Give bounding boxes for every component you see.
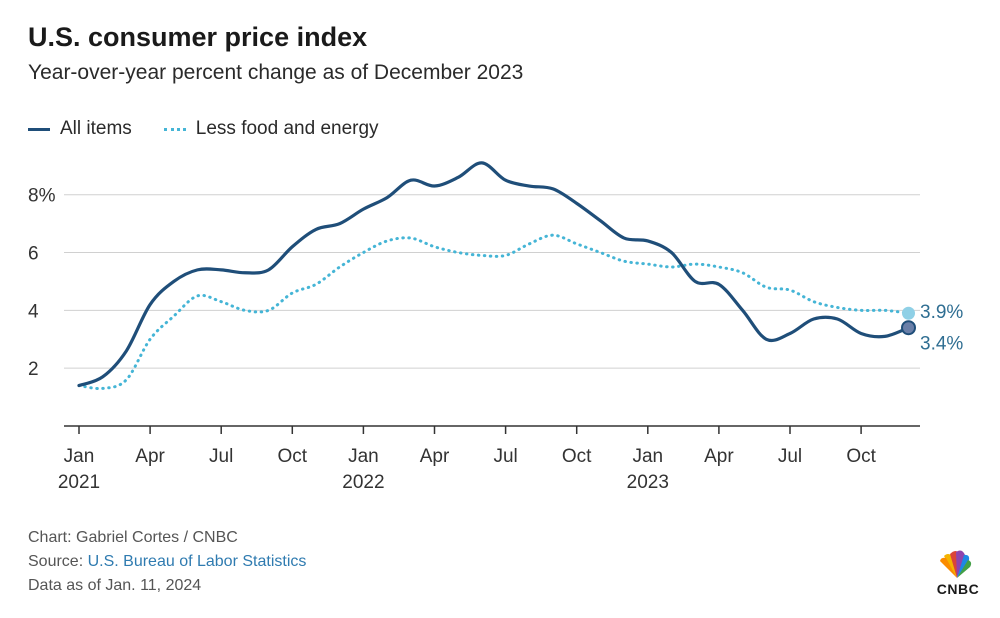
x-tick-label: Jan bbox=[632, 446, 663, 467]
x-tick-label: Oct bbox=[562, 446, 592, 467]
x-tick-label: Jul bbox=[209, 446, 233, 467]
x-tick-label: Oct bbox=[846, 446, 876, 467]
chart-footer: Chart: Gabriel Cortes / CNBC Source: U.S… bbox=[28, 526, 306, 598]
source-link[interactable]: U.S. Bureau of Labor Statistics bbox=[87, 553, 307, 570]
x-tick-label: Jul bbox=[778, 446, 802, 467]
legend-label-all-items: All items bbox=[60, 118, 132, 139]
x-tick-label: Apr bbox=[420, 446, 450, 467]
x-tick-year-label: 2022 bbox=[342, 472, 384, 493]
cpi-line-chart: 2 4 6 8% Jan 2021 Apr Jul Oct Jan 2022 Apr Jul Oct Jan… bbox=[28, 161, 963, 493]
y-tick-label: 8% bbox=[28, 186, 56, 207]
cnbc-peacock-icon bbox=[940, 550, 972, 578]
end-marker-all-items bbox=[901, 320, 916, 336]
end-marker-core bbox=[902, 306, 915, 320]
legend-item-all-items: All items bbox=[28, 118, 132, 140]
x-tick-label: Apr bbox=[704, 446, 734, 467]
y-tick-label: 2 bbox=[28, 359, 39, 380]
chart-legend: All items Less food and energy bbox=[28, 117, 411, 141]
chart-credit: Chart: Gabriel Cortes / CNBC bbox=[28, 529, 238, 546]
x-tick-label: Apr bbox=[135, 446, 165, 467]
data-date: Data as of Jan. 11, 2024 bbox=[28, 577, 202, 594]
chart-source: Source: U.S. Bureau of Labor Statistics bbox=[28, 550, 306, 574]
x-tick-label: Jan bbox=[64, 446, 95, 467]
x-tick-label: Jul bbox=[493, 446, 517, 467]
legend-swatch-all-items bbox=[28, 127, 50, 131]
chart-title: U.S. consumer price index bbox=[28, 22, 368, 52]
end-label-all-items: 3.4% bbox=[920, 334, 963, 355]
series-line-all-items bbox=[77, 161, 911, 388]
y-tick-label: 4 bbox=[28, 301, 39, 322]
y-tick-label: 6 bbox=[28, 244, 39, 265]
source-prefix: Source: bbox=[28, 553, 88, 570]
legend-label-core: Less food and energy bbox=[195, 118, 379, 139]
x-tick-year-label: 2023 bbox=[627, 472, 669, 493]
x-tick-year-label: 2021 bbox=[58, 472, 100, 493]
x-tick-label: Jan bbox=[348, 446, 379, 467]
legend-swatch-core bbox=[163, 127, 186, 131]
series-line-core bbox=[77, 233, 910, 391]
end-label-core: 3.9% bbox=[920, 302, 963, 323]
x-tick-label: Oct bbox=[278, 446, 308, 467]
cnbc-logo-text: CNBC bbox=[936, 581, 980, 597]
chart-subtitle: Year-over-year percent change as of Dece… bbox=[28, 61, 524, 84]
legend-item-core: Less food and energy bbox=[163, 118, 379, 140]
